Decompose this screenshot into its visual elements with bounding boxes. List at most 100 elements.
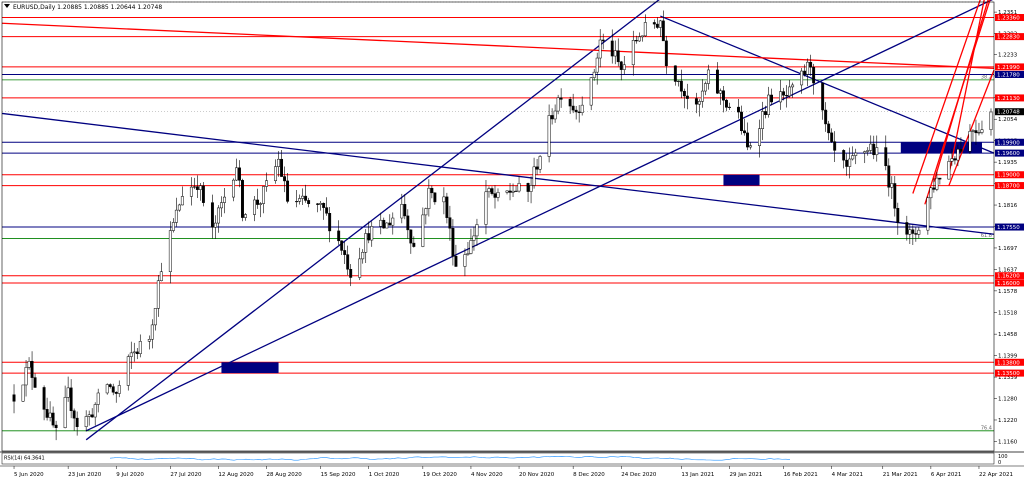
candle-body <box>887 165 891 188</box>
candle-body <box>427 187 431 209</box>
candle-body <box>851 155 855 160</box>
candle-body <box>400 204 404 219</box>
candle-body <box>682 90 686 97</box>
candle-body <box>673 65 677 82</box>
candle-body <box>974 130 978 134</box>
candle-body <box>806 61 810 75</box>
candle-body <box>403 204 407 217</box>
candle-body <box>48 412 52 418</box>
candle-body <box>785 94 789 97</box>
candle-body <box>424 208 428 216</box>
candle-body <box>622 64 626 70</box>
candle-body <box>283 176 287 182</box>
candle-body <box>171 222 175 231</box>
candle-body <box>761 111 764 129</box>
candle-body <box>980 129 984 133</box>
candle-body <box>511 190 515 193</box>
x-tick-label: 15 Sep 2020 <box>321 472 356 478</box>
candle-body <box>114 391 118 394</box>
y-tick-label: 1.1637 <box>998 268 1018 274</box>
trendline <box>933 0 989 183</box>
candle-body <box>514 190 518 192</box>
candle-body <box>286 180 290 202</box>
trendlines <box>1 0 995 441</box>
rsi-scale-top: 100 <box>998 454 1008 460</box>
candle-body <box>616 50 620 63</box>
candle-body <box>174 209 178 223</box>
y-tick-label: 1.1458 <box>998 332 1018 338</box>
candle-body <box>634 40 638 42</box>
candle-body <box>706 69 710 84</box>
candle-body <box>893 183 897 209</box>
candle-body <box>905 222 909 235</box>
price-level-tag-label: 1.21780 <box>997 72 1020 78</box>
candle-body <box>379 219 383 227</box>
candle-body <box>718 90 722 94</box>
zone-rect <box>221 362 279 374</box>
trendline <box>1 22 995 70</box>
candle-body <box>90 414 94 418</box>
x-tick-label: 29 Jan 2021 <box>729 472 762 478</box>
candle-body <box>743 130 746 134</box>
dropdown-triangle-icon[interactable] <box>4 4 10 8</box>
candle-body <box>737 106 740 113</box>
candle-body <box>685 95 689 99</box>
candle-body <box>728 106 731 108</box>
candle-body <box>304 195 308 201</box>
candle-body <box>382 219 386 229</box>
y-tick-label: 1.1697 <box>998 246 1018 252</box>
candle-body <box>989 111 993 130</box>
candle-body <box>484 191 488 225</box>
chart-header: EURUSD,Daily 1.20885 1.20885 1.20644 1.2… <box>4 4 162 11</box>
x-tick-label: 6 Apr 2021 <box>931 472 962 478</box>
candle-body <box>833 141 837 151</box>
candle-body <box>385 222 389 229</box>
y-tick-label: 1.1220 <box>998 418 1018 424</box>
candle-body <box>532 166 536 186</box>
x-tick-label: 5 Jun 2020 <box>14 472 44 478</box>
candle-body <box>84 416 88 427</box>
candle-body <box>301 195 305 199</box>
candle-body <box>845 159 849 167</box>
candle-body <box>526 183 530 192</box>
candle-body <box>547 115 551 157</box>
rsi-label: RSI(14) 64.3641 <box>4 456 45 462</box>
candle-body <box>51 412 55 426</box>
trendline <box>85 0 993 432</box>
candle-body <box>589 77 593 106</box>
horizontal-levels: 38.2 61.8 76.4 <box>2 1 994 431</box>
candle-body <box>553 110 557 120</box>
x-tick-label: 21 Mar 2021 <box>883 472 918 478</box>
candle-body <box>192 186 196 188</box>
fibonacci-level-label: 38.2 <box>981 74 992 80</box>
candle-body <box>854 152 858 156</box>
candle-body <box>529 185 533 192</box>
price-level-tag <box>995 138 1024 146</box>
candle-body <box>463 254 467 267</box>
candle-body <box>12 394 16 402</box>
candle-body <box>105 384 109 394</box>
y-tick-label: 1.1399 <box>998 353 1018 359</box>
candle-body <box>235 167 238 181</box>
candle-body <box>159 271 163 281</box>
candle-body <box>30 361 34 378</box>
rsi-scale-bottom: 0 <box>998 460 1001 466</box>
candle-body <box>349 268 353 278</box>
candle-body <box>764 111 767 115</box>
candle-body <box>367 233 371 241</box>
fibonacci-level-label: 61.8 <box>981 233 992 239</box>
candle-body <box>210 202 214 228</box>
zones <box>221 142 982 374</box>
candle-body <box>280 158 284 177</box>
price-level-tag <box>995 358 1024 366</box>
candle-body <box>577 111 581 113</box>
candle-body <box>72 410 76 419</box>
candle-body <box>316 203 320 205</box>
candle-body <box>977 132 981 134</box>
candle-body <box>222 196 226 203</box>
candle-body <box>168 230 172 272</box>
candle-body <box>343 250 347 255</box>
